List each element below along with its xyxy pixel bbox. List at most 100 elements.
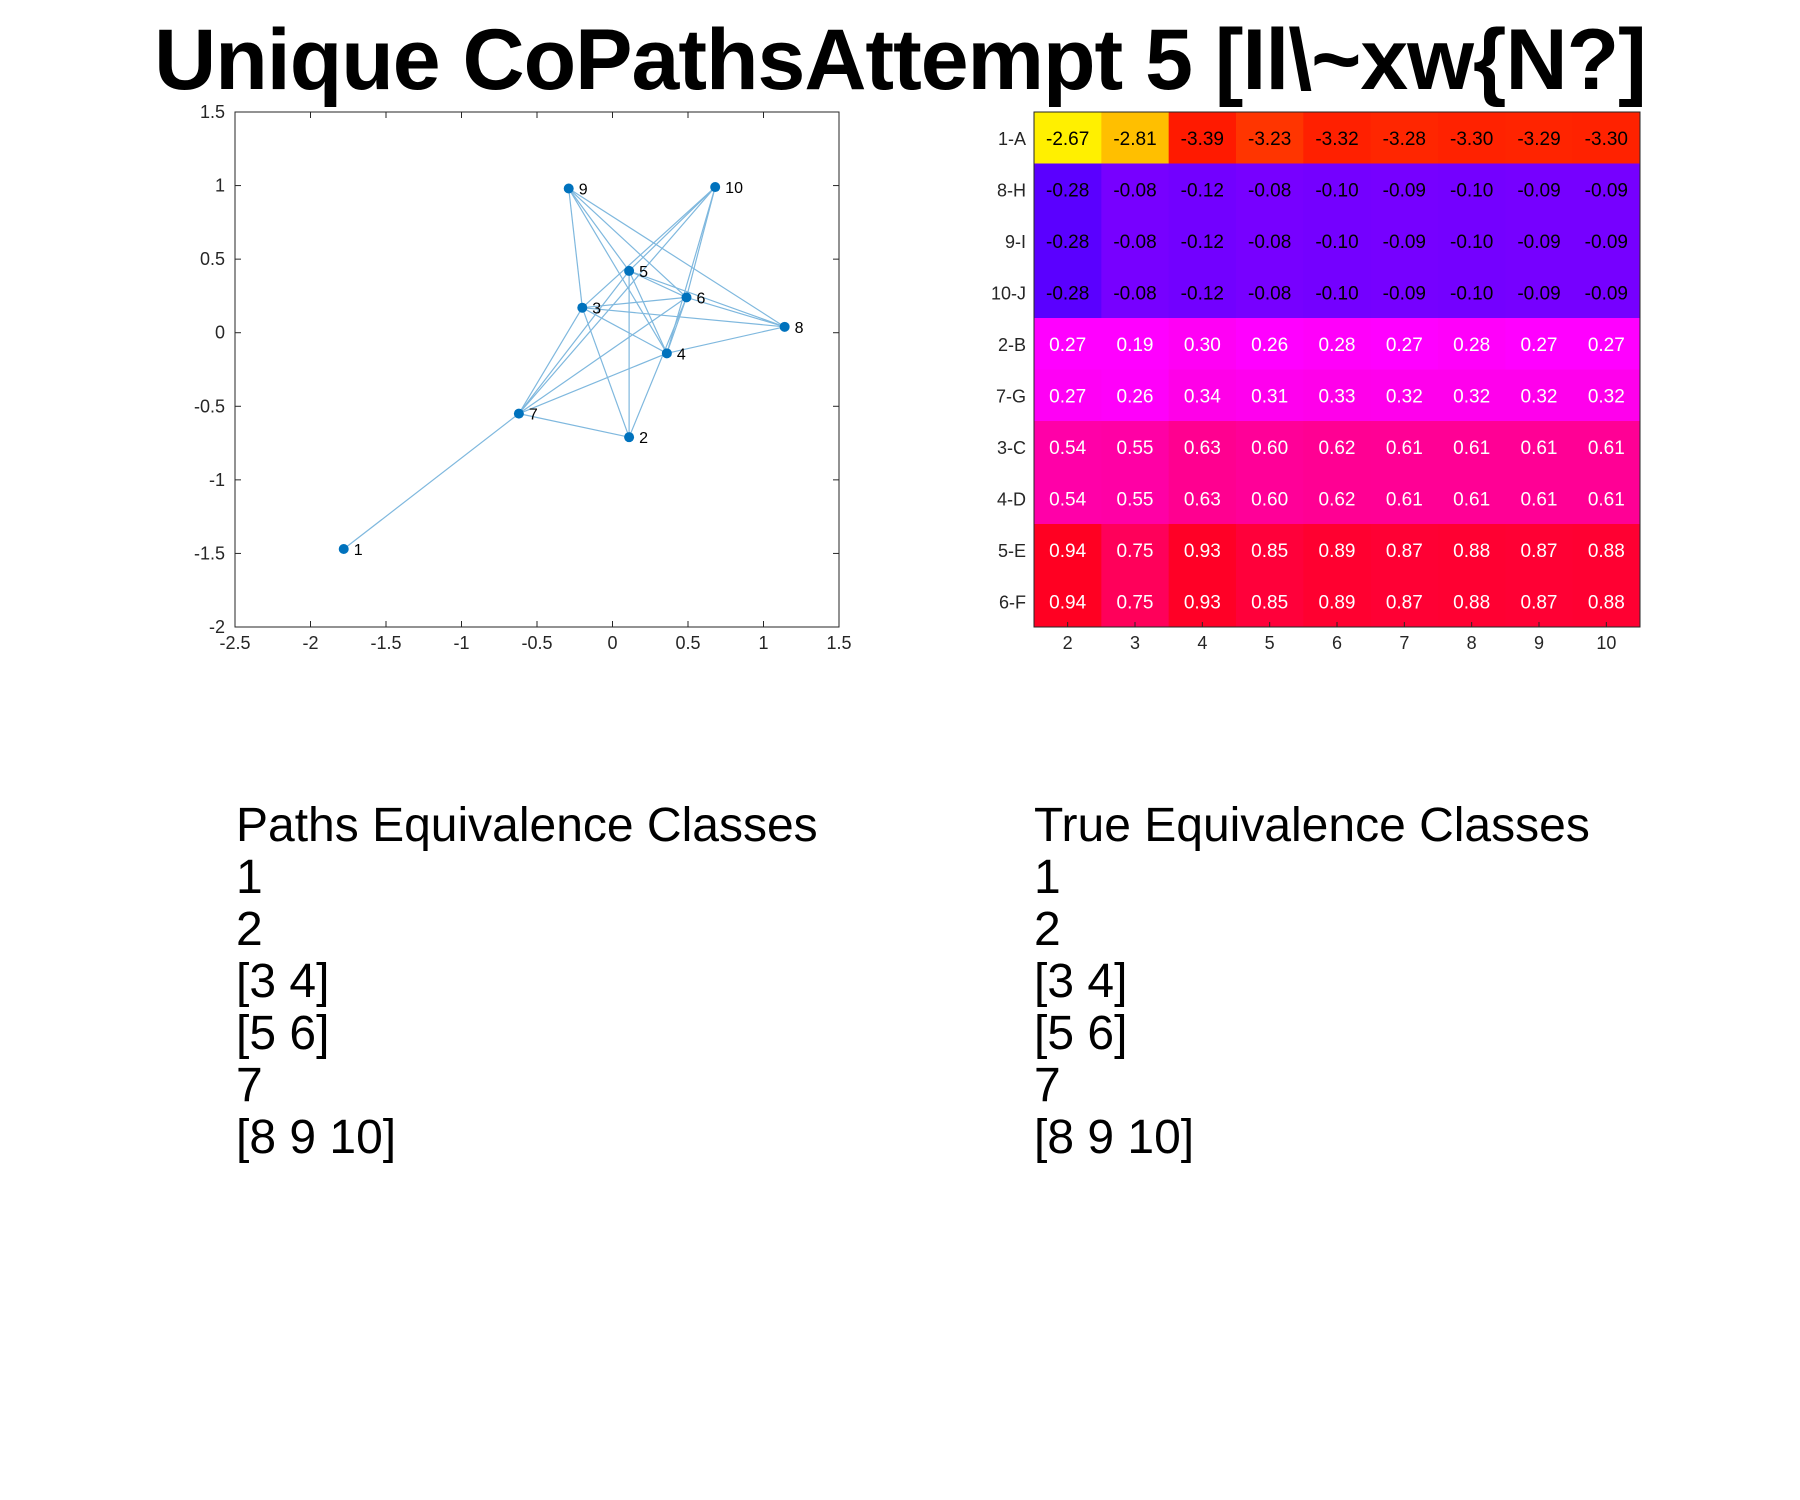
heatmap-row-label: 10-J — [991, 283, 1026, 303]
heatmap-cell — [1572, 421, 1641, 473]
graph-node — [338, 544, 349, 555]
heatmap-cell — [1168, 163, 1237, 216]
graph-node — [681, 292, 692, 303]
heatmap-cell — [1572, 215, 1641, 267]
heatmap-cell — [1034, 266, 1102, 319]
heatmap-cell — [1370, 163, 1439, 216]
heatmap-cell — [1438, 215, 1506, 267]
graph-edge — [628, 270, 687, 298]
heatmap-value: 0.87 — [1521, 592, 1558, 613]
heatmap-row-label: 3-C — [997, 438, 1026, 458]
graph-node — [710, 182, 721, 193]
heatmap-cell — [1236, 112, 1304, 164]
heatmap-cell — [1168, 215, 1237, 267]
heatmap-row-label: 2-B — [998, 335, 1026, 355]
heatmap-value: 0.27 — [1521, 335, 1558, 356]
heatmap-cell — [1303, 524, 1372, 576]
heatmap-cell — [1505, 421, 1574, 473]
heatmap-value: -0.09 — [1517, 283, 1560, 304]
heatmap-row-label: 8-H — [997, 180, 1026, 200]
graph-edge — [343, 413, 520, 550]
heatmap-value: -0.09 — [1383, 232, 1426, 253]
heatmap-row-label: 6-F — [999, 592, 1026, 612]
heatmap-cell — [1101, 421, 1170, 473]
heatmap-cell — [1168, 472, 1237, 525]
heatmap-value: 0.61 — [1521, 438, 1558, 459]
heatmap-cell — [1505, 318, 1574, 370]
heatmap-cell — [1101, 369, 1170, 422]
heatmap-cell — [1034, 421, 1102, 473]
x-tick-label: 0 — [607, 633, 617, 653]
heatmap-value: 0.87 — [1386, 592, 1423, 613]
x-tick-label: 1.5 — [826, 633, 851, 653]
heatmap-value: 0.62 — [1319, 489, 1356, 510]
y-tick-label: -1 — [209, 470, 225, 490]
graph-node — [624, 432, 635, 443]
heatmap-cell — [1168, 369, 1237, 422]
heatmap-value: 0.61 — [1453, 438, 1490, 459]
graph-node — [577, 302, 588, 313]
graph-node — [624, 265, 635, 276]
paths-class-item: 7 — [236, 1059, 263, 1112]
paths-class-item: [8 9 10] — [236, 1111, 397, 1164]
graph-node — [661, 348, 672, 359]
heatmap-cell — [1572, 575, 1641, 628]
heatmap-value: 0.89 — [1319, 592, 1356, 613]
y-tick-label: -2 — [209, 617, 225, 637]
heatmap-value: 0.32 — [1386, 386, 1423, 407]
heatmap-value: 0.60 — [1251, 489, 1288, 510]
heatmap-value: 0.55 — [1117, 438, 1154, 459]
graph-edge — [582, 307, 668, 354]
heatmap-cell — [1505, 112, 1574, 164]
heatmap-value: 0.19 — [1117, 335, 1154, 356]
true-class-item: 2 — [1034, 903, 1061, 956]
heatmap-value: 0.27 — [1049, 335, 1086, 356]
heatmap-value: 0.89 — [1319, 541, 1356, 562]
heatmap-cell — [1236, 215, 1304, 267]
heatmap-value: -0.12 — [1181, 180, 1224, 201]
heatmap-cell — [1505, 163, 1574, 216]
heatmap-value: 0.87 — [1521, 541, 1558, 562]
heatmap-value: -3.23 — [1248, 129, 1291, 150]
heatmap-cell — [1370, 266, 1439, 319]
heatmap-value: -3.39 — [1181, 129, 1224, 150]
heatmap-cell — [1168, 575, 1237, 628]
heatmap-value: -0.09 — [1383, 283, 1426, 304]
heatmap-value: 0.30 — [1184, 335, 1221, 356]
heatmap-value: -0.10 — [1315, 232, 1358, 253]
heatmap-row-label: 4-D — [997, 489, 1026, 509]
heatmap-value: -0.09 — [1585, 283, 1628, 304]
graph-edge — [518, 413, 630, 438]
graph-edge — [518, 270, 630, 415]
heatmap-row-label: 1-A — [998, 129, 1026, 149]
heatmap-cell — [1438, 266, 1506, 319]
heatmap-cell — [1572, 163, 1641, 216]
heatmap-cell — [1034, 472, 1102, 525]
y-tick-label: -0.5 — [194, 396, 225, 416]
heatmap-cell — [1438, 524, 1506, 576]
heatmap-cell — [1438, 472, 1506, 525]
heatmap-value: 0.61 — [1521, 489, 1558, 510]
heatmap-cell — [1572, 472, 1641, 525]
y-tick-label: 1 — [215, 176, 225, 196]
heatmap-value: 0.94 — [1049, 592, 1086, 613]
graph-node-label: 6 — [696, 290, 705, 307]
heatmap-cell — [1438, 112, 1506, 164]
heatmap-cell — [1370, 421, 1439, 473]
heatmap-cell — [1303, 215, 1372, 267]
paths-class-item: [5 6] — [236, 1007, 330, 1060]
graph-node-label: 7 — [529, 407, 538, 424]
heatmap-cell — [1303, 369, 1372, 422]
true-class-item: [8 9 10] — [1034, 1111, 1195, 1164]
heatmap-cell — [1370, 112, 1439, 164]
heatmap-col-label: 8 — [1467, 633, 1477, 653]
graph-node-label: 3 — [592, 301, 601, 318]
graph-node-label: 4 — [677, 346, 686, 363]
heatmap-value: 0.63 — [1184, 489, 1221, 510]
heatmap-cell — [1101, 472, 1170, 525]
y-tick-label: -1.5 — [194, 543, 225, 563]
heatmap-cell — [1168, 266, 1237, 319]
heatmap-value: 0.27 — [1588, 335, 1625, 356]
graph-edge — [628, 270, 668, 354]
heatmap-cell — [1505, 266, 1574, 319]
